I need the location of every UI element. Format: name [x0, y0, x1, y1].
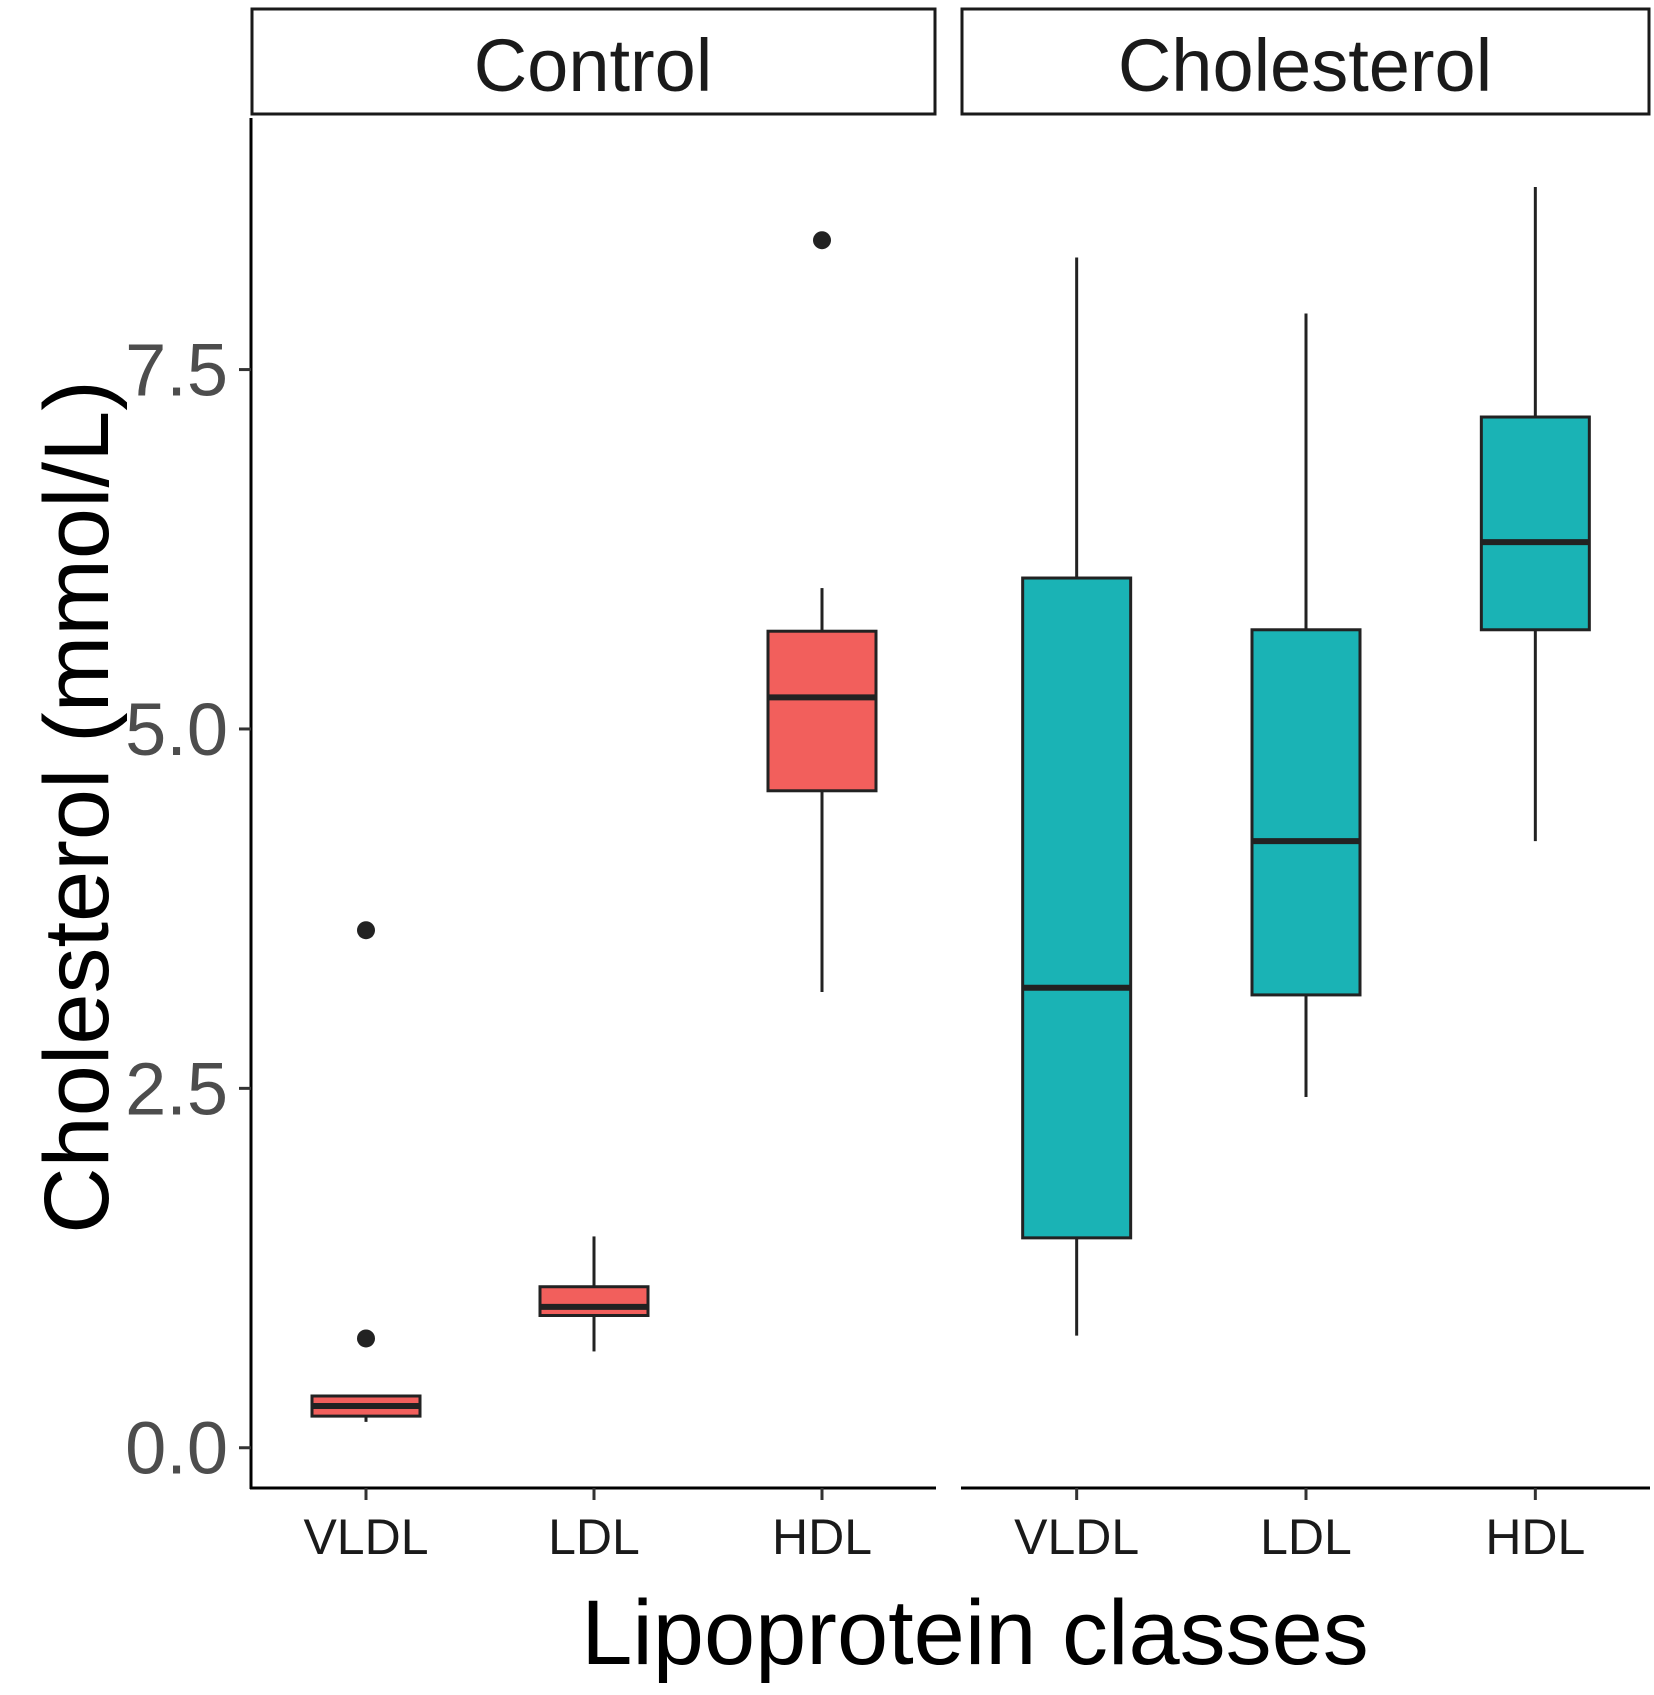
x-axis-title: Lipoprotein classes — [581, 1582, 1369, 1684]
facet-cholesterol: Cholesterol VLDL LDL HDL — [960, 7, 1651, 1565]
x-ticks-control: VLDL LDL HDL — [303, 1488, 872, 1565]
y-tick-label-3: 7.5 — [125, 329, 228, 412]
x-tick-label-cholesterol-ldl: LDL — [1260, 1509, 1352, 1565]
x-tick-label-control-vldl: VLDL — [303, 1509, 428, 1565]
box-iqr-control-ldl — [538, 1285, 650, 1317]
x-tick-label-cholesterol-hdl: HDL — [1485, 1509, 1585, 1565]
box-iqr-cholesterol-vldl — [1021, 576, 1133, 1240]
box-iqr-cholesterol-ldl — [1250, 628, 1362, 997]
x-ticks-cholesterol: VLDL LDL HDL — [1014, 1488, 1585, 1565]
facet-control: Control VLDL LDL HDL — [249, 7, 937, 1565]
box-iqr-control-hdl — [766, 629, 878, 793]
y-ticks: 0.0 2.5 5.0 7.5 — [125, 329, 251, 1490]
box-cholesterol-ldl — [1250, 313, 1362, 1097]
boxes-control — [310, 231, 878, 1422]
outlier-control-vldl-1 — [357, 921, 375, 940]
boxes-cholesterol — [1021, 187, 1591, 1336]
box-control-vldl — [310, 921, 422, 1422]
x-tick-label-control-hdl: HDL — [772, 1509, 872, 1565]
y-axis-title: Cholesterol (mmol/L) — [26, 380, 128, 1234]
facet-strip-cholesterol — [960, 7, 1651, 116]
facet-label-cholesterol: Cholesterol — [1118, 24, 1492, 107]
facet-strip-control — [250, 7, 937, 116]
box-control-ldl — [538, 1236, 650, 1352]
box-cholesterol-hdl — [1479, 187, 1591, 842]
outlier-control-vldl-0 — [357, 1329, 375, 1348]
box-cholesterol-vldl — [1021, 257, 1133, 1336]
outlier-control-hdl-0 — [813, 231, 831, 250]
box-control-hdl — [766, 231, 878, 993]
y-tick-label-2: 5.0 — [125, 688, 228, 771]
x-tick-label-cholesterol-vldl: VLDL — [1014, 1509, 1139, 1565]
box-iqr-cholesterol-hdl — [1479, 415, 1591, 632]
facet-label-control: Control — [474, 24, 713, 107]
y-tick-label-0: 0.0 — [125, 1407, 228, 1490]
x-tick-label-control-ldl: LDL — [548, 1509, 640, 1565]
y-tick-label-1: 2.5 — [125, 1047, 228, 1130]
